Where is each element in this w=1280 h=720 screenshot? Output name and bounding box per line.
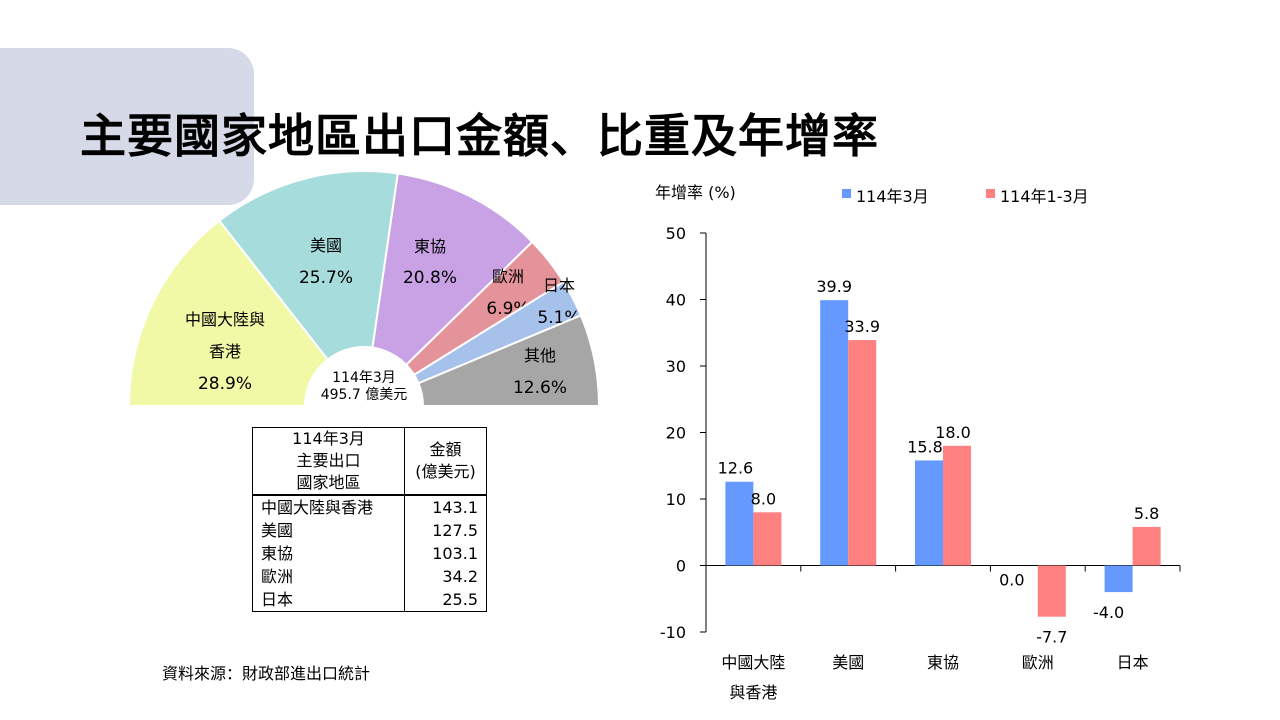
table-row: 中國大陸與香港 143.1	[251, 494, 487, 519]
table-header-region-line: 主要出口	[296, 451, 361, 470]
pie-slice-value-label: 25.7%	[299, 268, 353, 288]
table-header-amount: 金額 (億美元)	[404, 427, 487, 496]
pie-slice-label: 歐洲	[492, 267, 524, 286]
page-title: 主要國家地區出口金額、比重及年增率	[80, 109, 879, 163]
y-axis-tick-label: 30	[666, 357, 686, 376]
bar	[820, 300, 849, 566]
bar-data-label: 15.8	[907, 437, 943, 456]
pie-slice-value-label: 20.8%	[403, 268, 457, 288]
bar	[848, 340, 877, 566]
legend-swatch	[986, 189, 995, 198]
bar-data-label: 0.0	[999, 571, 1024, 590]
bar	[1132, 526, 1161, 566]
pie-slice	[362, 172, 534, 409]
y-axis-tick-label: -10	[660, 623, 686, 642]
bar	[1104, 565, 1133, 593]
pie-slice-label: 中國大陸與	[185, 310, 265, 329]
x-axis-tick-label: 與香港	[729, 683, 777, 702]
table-header-amount-line: 金額	[429, 440, 462, 459]
table-cell-region: 美國	[251, 519, 406, 542]
bar	[943, 445, 971, 566]
export-amount-table: 114年3月 主要出口 國家地區 金額 (億美元) 中國大陸與香港 143.1 …	[251, 427, 487, 612]
table-header-region-line: 國家地區	[296, 473, 361, 492]
title-background	[0, 48, 254, 205]
bar-data-label: 12.6	[718, 459, 754, 478]
y-axis-tick-label: 40	[666, 291, 686, 310]
bar-data-label: -4.0	[1093, 603, 1124, 622]
table-cell-region: 東協	[251, 542, 406, 565]
pie-center-label: 114年3月	[332, 370, 396, 386]
table-cell-amount: 127.5	[404, 519, 487, 542]
table-header-region: 114年3月 主要出口 國家地區	[251, 427, 406, 496]
table-row: 日本 25.5	[251, 588, 487, 612]
legend-label: 114年1-3月	[1000, 187, 1089, 206]
table-cell-amount: 34.2	[404, 565, 487, 588]
table-cell-region: 中國大陸與香港	[251, 494, 406, 519]
bar-data-label: 18.0	[935, 423, 971, 442]
x-axis-tick-label: 美國	[832, 653, 864, 672]
table-cell-region: 日本	[251, 588, 406, 612]
table-header-amount-line: (億美元)	[415, 462, 476, 481]
table-row: 歐洲 34.2	[251, 565, 487, 588]
table-cell-amount: 103.1	[404, 542, 487, 565]
bar	[915, 460, 943, 566]
pie-slice-label: 香港	[209, 342, 241, 361]
pie-center-label: 495.7 億美元	[321, 387, 408, 403]
pie-slice-label: 日本	[543, 276, 575, 295]
bar	[725, 481, 754, 566]
bar-data-label: 8.0	[751, 489, 776, 508]
table-header-region-line: 114年3月	[292, 429, 365, 448]
y-axis-tick-label: 20	[666, 424, 686, 443]
table-row: 東協 103.1	[251, 542, 487, 565]
legend-swatch	[842, 189, 851, 198]
data-source-note: 資料來源：財政部進出口統計	[162, 664, 371, 683]
pie-slice	[127, 219, 367, 407]
y-axis-tick-label: 0	[676, 557, 686, 576]
y-axis-label: 年增率 (%)	[655, 183, 736, 202]
pie-slice	[363, 314, 601, 407]
bar-data-label: 33.9	[844, 317, 880, 336]
bar-data-label: -7.7	[1036, 628, 1067, 647]
pie-center-hole	[304, 346, 424, 406]
pie-slice-label: 其他	[524, 346, 556, 365]
bar	[1037, 565, 1066, 617]
table-row: 美國 127.5	[251, 519, 487, 542]
table-cell-amount: 25.5	[404, 588, 487, 612]
pie-slice-label: 美國	[310, 236, 342, 255]
x-axis-tick-label: 日本	[1117, 653, 1149, 672]
y-axis-tick-label: 10	[666, 490, 686, 509]
bar	[753, 512, 782, 566]
pie-slice-value-label: 12.6%	[513, 378, 567, 398]
x-axis-tick-label: 中國大陸	[721, 653, 785, 672]
bar-data-label: 5.8	[1134, 504, 1159, 523]
bar-data-label: 39.9	[816, 277, 852, 296]
pie-slice-label: 東協	[414, 237, 446, 256]
y-axis-tick-label: 50	[666, 224, 686, 243]
x-axis-tick-label: 東協	[927, 653, 959, 672]
table-cell-region: 歐洲	[251, 565, 406, 588]
x-axis-tick-label: 歐洲	[1022, 653, 1054, 672]
table-cell-amount: 143.1	[404, 494, 487, 519]
pie-slice-value-label: 28.9%	[198, 374, 252, 394]
legend-label: 114年3月	[856, 187, 929, 206]
